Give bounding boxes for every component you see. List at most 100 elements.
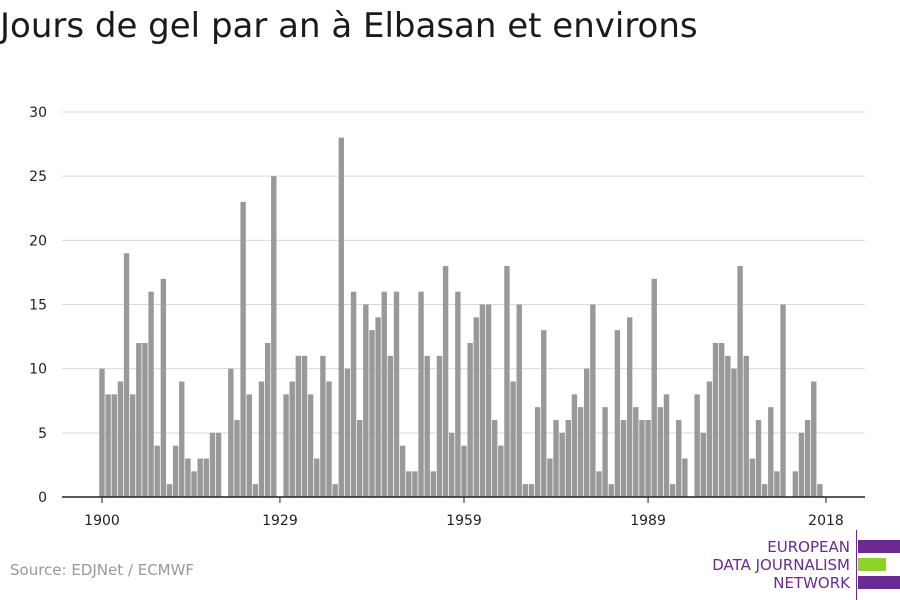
bar-1940: [344, 368, 351, 497]
bar-1939: [338, 137, 344, 497]
bar-1983: [608, 484, 614, 497]
logo-bar-purple-top: [858, 540, 900, 553]
logo-line-network: NETWORK: [773, 574, 850, 592]
edjnet-logo: EUROPEAN DATA JOURNALISM NETWORK: [700, 528, 900, 600]
bar-1990: [651, 278, 657, 497]
y-tick-labels: 0 5 10 15 20 25 30: [29, 105, 47, 506]
bar-1935: [314, 458, 320, 497]
bar-1926: [258, 381, 265, 497]
bar-1916: [197, 458, 203, 497]
y-tick-label: 20: [29, 233, 47, 249]
bar-2005: [743, 355, 749, 497]
bar-1922: [234, 420, 240, 497]
bar-1932: [295, 355, 302, 497]
bar-1999: [706, 381, 713, 497]
bar-1979: [584, 368, 590, 497]
bar-1910: [160, 278, 167, 497]
bar-2002: [725, 355, 731, 497]
bar-1947: [387, 355, 394, 497]
bar-1950: [406, 471, 412, 497]
bar-1912: [172, 445, 179, 497]
bar-1914: [185, 458, 191, 497]
bar-2014: [798, 432, 805, 497]
bar-2006: [749, 458, 756, 497]
bar-1924: [246, 394, 252, 497]
bar-1971: [534, 407, 541, 497]
bar-1978: [577, 407, 584, 497]
bar-1970: [528, 484, 535, 497]
bar-1961: [473, 317, 479, 497]
bar-1917: [203, 458, 210, 497]
bar-1941: [350, 291, 357, 497]
bar-1900: [99, 368, 105, 497]
bar-1938: [332, 484, 338, 497]
bar-1945: [375, 317, 381, 497]
bar-1980: [590, 304, 596, 497]
bar-1986: [626, 317, 633, 497]
bar-2009: [768, 407, 774, 497]
bar-1919: [215, 432, 222, 497]
logo-bar-green: [858, 558, 886, 571]
bar-1987: [633, 407, 639, 497]
x-tick-label: 2018: [808, 513, 844, 529]
bar-1930: [283, 394, 289, 497]
bar-1949: [399, 445, 406, 497]
x-tick-label: 1989: [630, 513, 666, 529]
bar-1902: [111, 394, 117, 497]
x-tick-label: 1900: [84, 513, 120, 529]
bar-1993: [669, 484, 676, 497]
bar-1901: [105, 394, 111, 497]
bar-1997: [694, 394, 700, 497]
bar-1962: [479, 304, 486, 497]
bar-2003: [731, 368, 737, 497]
bar-1964: [491, 420, 498, 497]
bar-1923: [240, 201, 246, 498]
bar-2013: [792, 471, 799, 497]
y-tick-label: 15: [29, 298, 47, 314]
bar-1989: [645, 420, 651, 497]
bar-1955: [436, 355, 443, 497]
bar-1946: [381, 291, 387, 497]
bar-1981: [596, 471, 602, 497]
bar-1933: [301, 355, 308, 497]
bar-1936: [320, 355, 326, 497]
bar-1976: [565, 420, 572, 497]
bar-1954: [430, 471, 437, 497]
x-tick-label: 1959: [446, 513, 482, 529]
logo-divider: [856, 530, 857, 600]
x-tick-label: 1929: [262, 513, 298, 529]
bar-2016: [811, 381, 817, 497]
bar-1943: [363, 304, 369, 497]
logo-bar-purple-bottom: [858, 576, 900, 589]
bar-1906: [136, 343, 142, 497]
bar-1903: [117, 381, 124, 497]
bar-1934: [307, 394, 314, 497]
bar-1948: [393, 291, 400, 497]
bar-1931: [289, 381, 295, 497]
y-tick-label: 30: [29, 105, 47, 121]
y-tick-label: 25: [29, 169, 47, 185]
logo-line-european: EUROPEAN: [767, 538, 850, 556]
bar-1960: [467, 343, 473, 497]
bar-1975: [559, 432, 565, 497]
bar-2007: [755, 420, 762, 497]
bar-2001: [718, 343, 725, 497]
bar-2010: [774, 471, 780, 497]
y-tick-label: 10: [29, 362, 47, 378]
bar-2011: [780, 304, 786, 497]
bar-2008: [761, 484, 768, 497]
bar-1907: [142, 343, 148, 497]
bar-1974: [553, 420, 559, 497]
y-tick-label: 0: [38, 490, 47, 506]
bar-1956: [442, 266, 449, 497]
bar-2004: [737, 266, 743, 497]
bar-1957: [449, 432, 455, 497]
bar-1913: [179, 381, 185, 497]
bar-1953: [424, 355, 430, 497]
bar-1942: [356, 420, 363, 497]
source-note: Source: EDJNet / ECMWF: [10, 561, 195, 579]
bar-1998: [700, 432, 706, 497]
gridlines: [62, 111, 865, 434]
bar-1968: [516, 304, 522, 497]
